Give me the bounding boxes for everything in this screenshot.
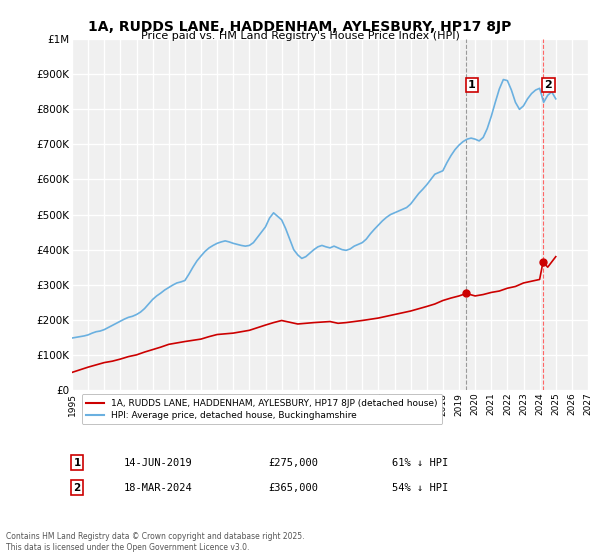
Text: 54% ↓ HPI: 54% ↓ HPI — [392, 483, 448, 493]
Text: £365,000: £365,000 — [268, 483, 318, 493]
Text: 1: 1 — [74, 458, 81, 468]
Text: £275,000: £275,000 — [268, 458, 318, 468]
Text: 2: 2 — [74, 483, 81, 493]
Text: 61% ↓ HPI: 61% ↓ HPI — [392, 458, 448, 468]
Text: Contains HM Land Registry data © Crown copyright and database right 2025.
This d: Contains HM Land Registry data © Crown c… — [6, 532, 305, 552]
Legend: 1A, RUDDS LANE, HADDENHAM, AYLESBURY, HP17 8JP (detached house), HPI: Average pr: 1A, RUDDS LANE, HADDENHAM, AYLESBURY, HP… — [82, 394, 442, 424]
Text: 14-JUN-2019: 14-JUN-2019 — [124, 458, 193, 468]
Text: 2: 2 — [545, 80, 553, 90]
Text: 1: 1 — [468, 80, 476, 90]
Text: 1A, RUDDS LANE, HADDENHAM, AYLESBURY, HP17 8JP: 1A, RUDDS LANE, HADDENHAM, AYLESBURY, HP… — [88, 20, 512, 34]
Text: Price paid vs. HM Land Registry's House Price Index (HPI): Price paid vs. HM Land Registry's House … — [140, 31, 460, 41]
Text: 18-MAR-2024: 18-MAR-2024 — [124, 483, 193, 493]
